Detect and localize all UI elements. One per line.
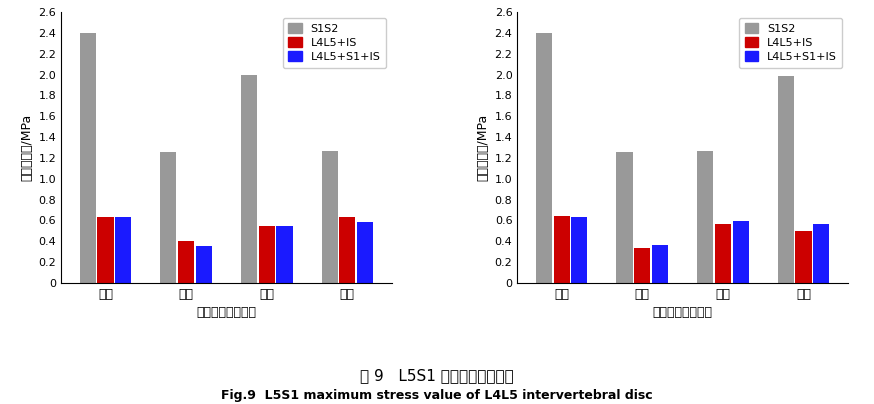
X-axis label: 站姿下最大应力值: 站姿下最大应力值 bbox=[653, 306, 712, 319]
Y-axis label: 最大应力值/MPa: 最大应力值/MPa bbox=[20, 114, 33, 181]
Bar bbox=[196, 246, 212, 283]
Legend: S1S2, L4L5+IS, L4L5+S1+IS: S1S2, L4L5+IS, L4L5+S1+IS bbox=[739, 18, 843, 68]
Bar bbox=[813, 225, 829, 283]
Bar bbox=[276, 225, 293, 283]
Text: Fig.9  L5S1 maximum stress value of L4L5 intervertebral disc: Fig.9 L5S1 maximum stress value of L4L5 … bbox=[221, 389, 653, 402]
Bar bbox=[715, 225, 731, 283]
Bar bbox=[795, 231, 811, 283]
Legend: S1S2, L4L5+IS, L4L5+S1+IS: S1S2, L4L5+IS, L4L5+S1+IS bbox=[283, 18, 386, 68]
Bar bbox=[322, 151, 337, 283]
Bar bbox=[652, 245, 668, 283]
Bar bbox=[115, 217, 131, 283]
Bar bbox=[635, 248, 650, 283]
X-axis label: 坐姿下最大应力值: 坐姿下最大应力值 bbox=[197, 306, 256, 319]
Bar bbox=[553, 216, 570, 283]
Bar bbox=[697, 151, 713, 283]
Bar bbox=[616, 152, 633, 283]
Bar bbox=[732, 221, 749, 283]
Bar bbox=[98, 217, 114, 283]
Bar bbox=[80, 33, 96, 283]
Bar bbox=[241, 75, 257, 283]
Bar bbox=[572, 217, 587, 283]
Text: 图 9   L5S1 椎间盘最大应力值: 图 9 L5S1 椎间盘最大应力值 bbox=[360, 368, 514, 383]
Bar bbox=[178, 241, 194, 283]
Y-axis label: 最大应力值/MPa: 最大应力值/MPa bbox=[476, 114, 489, 181]
Bar bbox=[339, 217, 356, 283]
Bar bbox=[160, 152, 177, 283]
Bar bbox=[357, 223, 373, 283]
Bar bbox=[778, 76, 794, 283]
Bar bbox=[536, 33, 552, 283]
Bar bbox=[259, 225, 274, 283]
